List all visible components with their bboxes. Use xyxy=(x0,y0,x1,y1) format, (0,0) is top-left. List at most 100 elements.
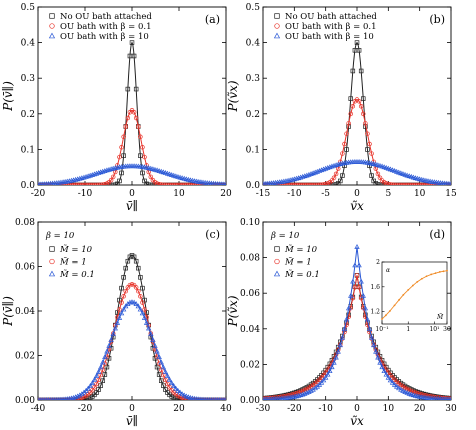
data-point xyxy=(165,381,170,387)
data-point xyxy=(409,182,414,185)
legend-marker xyxy=(273,270,281,277)
data-point xyxy=(98,182,103,185)
data-point xyxy=(171,182,177,185)
data-point xyxy=(77,392,83,398)
data-point xyxy=(350,295,356,301)
inset-point xyxy=(411,284,414,287)
data-point xyxy=(133,86,139,92)
series-0 xyxy=(38,40,226,185)
panel-a: -20 -10 0 10 20 0.0 0.1 0.2 0.3 0.4 0.5 v̄∥ P(v̄∥) (a… xyxy=(1,3,232,213)
legend-label: OU bath with β = 10 xyxy=(285,32,374,42)
data-point xyxy=(87,383,93,389)
data-point xyxy=(392,182,397,185)
data-point xyxy=(346,121,351,126)
inset-x-tick-label: 10⁻¹ xyxy=(375,326,388,333)
data-point xyxy=(292,182,297,185)
data-point xyxy=(348,111,353,117)
data-point xyxy=(142,307,147,312)
data-point xyxy=(294,182,299,185)
data-point xyxy=(298,182,303,185)
data-point xyxy=(444,182,450,185)
x-tick-label: 10 xyxy=(173,189,185,199)
annotation-text: β = 10 xyxy=(270,231,300,241)
data-point xyxy=(400,387,406,393)
data-point xyxy=(333,354,339,360)
data-point xyxy=(310,386,316,392)
legend-marker xyxy=(274,23,280,29)
data-point xyxy=(119,170,124,176)
inset-y-tick-label: 2 xyxy=(376,259,380,266)
data-point xyxy=(112,325,118,331)
data-point xyxy=(156,361,162,366)
data-point xyxy=(183,393,189,399)
data-point xyxy=(322,374,329,380)
data-point xyxy=(137,306,144,312)
data-point xyxy=(77,182,83,185)
data-point xyxy=(308,182,314,185)
data-point xyxy=(120,306,127,312)
data-point xyxy=(133,285,139,290)
x-axis-label: v̄∥ xyxy=(126,199,138,213)
x-tick-label: -30 xyxy=(256,404,271,414)
data-point xyxy=(302,390,308,396)
data-point xyxy=(152,342,158,348)
legend-marker xyxy=(273,32,281,39)
data-point xyxy=(446,182,451,185)
x-tick-label: -20 xyxy=(78,404,93,414)
data-point xyxy=(369,151,374,156)
data-point xyxy=(402,182,408,185)
inset-point xyxy=(388,310,391,312)
inset-frame xyxy=(381,261,448,325)
data-point xyxy=(186,182,191,185)
legend-label: OU bath with β = 0.1 xyxy=(285,22,376,32)
data-point xyxy=(361,96,366,101)
data-point xyxy=(158,378,164,383)
legend: M̃ = 10M̃ = 1M̃ = 0.1 xyxy=(48,243,95,280)
data-point xyxy=(117,178,122,184)
data-point xyxy=(156,354,162,360)
y-tick-label: 0.02 xyxy=(15,352,35,362)
x-tick-label: -40 xyxy=(31,404,46,414)
data-point xyxy=(190,182,195,185)
y-axis-label: P(ṽx) xyxy=(226,80,240,112)
series-line xyxy=(263,41,451,185)
legend-label: M̃ = 10 xyxy=(284,243,318,255)
data-point xyxy=(44,182,49,185)
panel-b: -15 -10 -5 0 5 10 15 0.0 0.1 0.2 0.3 0.4 0.5 ṽx P(ṽx) (… xyxy=(226,3,457,213)
data-point xyxy=(366,326,373,332)
data-point xyxy=(181,182,187,185)
series-2 xyxy=(38,299,226,400)
legend-label: M̃ = 0.1 xyxy=(284,268,320,280)
data-point xyxy=(413,182,418,185)
data-point xyxy=(92,182,97,185)
legend-marker xyxy=(49,23,55,29)
legend-label: No OU bath attached xyxy=(60,12,152,22)
data-point xyxy=(131,254,137,260)
data-point xyxy=(264,182,270,185)
data-point xyxy=(448,396,451,400)
data-point xyxy=(121,134,126,139)
data-point xyxy=(140,170,145,176)
data-point xyxy=(358,68,364,74)
inset-point xyxy=(442,270,445,273)
legend-marker xyxy=(274,246,280,252)
series-line xyxy=(38,41,226,185)
data-point xyxy=(352,285,358,290)
y-tick-label: 0.00 xyxy=(15,396,35,406)
data-point xyxy=(79,182,85,185)
data-point xyxy=(306,171,312,177)
data-point xyxy=(385,165,392,171)
data-point xyxy=(138,153,143,158)
data-point xyxy=(306,389,312,394)
inset-y-tick-label: 1.6 xyxy=(370,284,380,291)
data-point xyxy=(360,292,366,298)
data-point xyxy=(169,380,175,386)
data-point xyxy=(96,182,101,185)
data-point xyxy=(373,181,379,185)
data-point xyxy=(333,171,339,177)
data-point xyxy=(169,182,174,185)
data-point xyxy=(138,294,143,299)
data-point xyxy=(358,278,364,284)
data-point xyxy=(341,326,348,332)
series-0 xyxy=(263,40,451,185)
